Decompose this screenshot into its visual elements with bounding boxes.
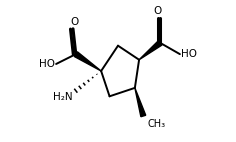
Text: HO: HO (39, 59, 55, 69)
Text: CH₃: CH₃ (148, 119, 166, 129)
Text: O: O (70, 17, 79, 27)
Polygon shape (135, 88, 146, 117)
Polygon shape (74, 52, 101, 71)
Text: O: O (153, 6, 161, 16)
Text: HO: HO (181, 49, 197, 59)
Text: H₂N: H₂N (53, 92, 73, 102)
Polygon shape (139, 41, 162, 60)
